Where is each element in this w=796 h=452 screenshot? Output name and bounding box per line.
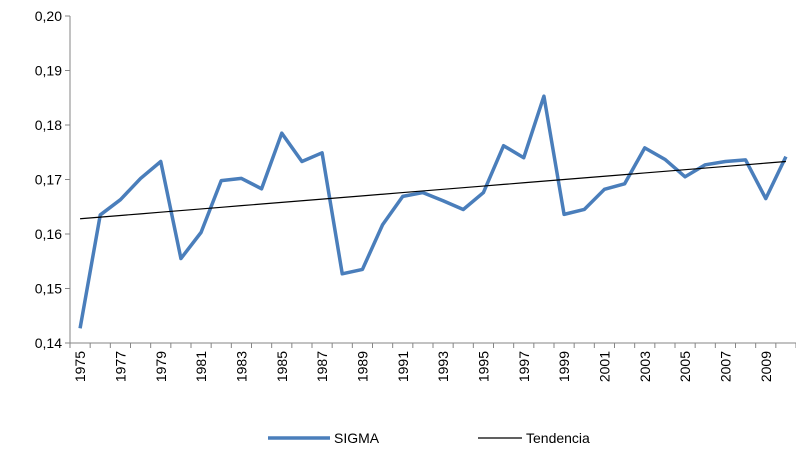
- series-line: [80, 160, 786, 220]
- series-line: [78, 94, 788, 329]
- x-tick-label: 2007: [717, 351, 733, 382]
- x-tick-label: 1997: [516, 351, 532, 382]
- y-tick-label: 0,17: [35, 172, 62, 188]
- y-tick-label: 0,20: [35, 8, 62, 24]
- y-tick-label: 0,18: [35, 117, 62, 133]
- x-tick-label: 1999: [556, 351, 572, 382]
- x-tick-label: 1995: [475, 351, 491, 382]
- legend-label: Tendencia: [526, 430, 590, 446]
- y-tick-label: 0,15: [35, 281, 62, 297]
- x-tick-label: 1993: [435, 351, 451, 382]
- x-tick-label: 2003: [637, 351, 653, 382]
- x-tick-label: 1991: [395, 351, 411, 382]
- x-tick-label: 2001: [596, 351, 612, 382]
- x-tick-label: 1975: [72, 351, 88, 382]
- x-tick-label: 1979: [153, 351, 169, 382]
- x-tick-label: 2009: [758, 351, 774, 382]
- x-tick-label: 1981: [193, 351, 209, 382]
- x-tick-label: 1989: [354, 351, 370, 382]
- y-tick-label: 0,16: [35, 226, 62, 242]
- x-tick-label: 1977: [112, 351, 128, 382]
- x-tick-label: 1985: [274, 351, 290, 382]
- x-tick-label: 1987: [314, 351, 330, 382]
- y-tick-label: 0,14: [35, 335, 62, 351]
- y-tick-label: 0,19: [35, 63, 62, 79]
- legend-label: SIGMA: [334, 430, 380, 446]
- x-tick-label: 2005: [677, 351, 693, 382]
- x-tick-label: 1983: [233, 351, 249, 382]
